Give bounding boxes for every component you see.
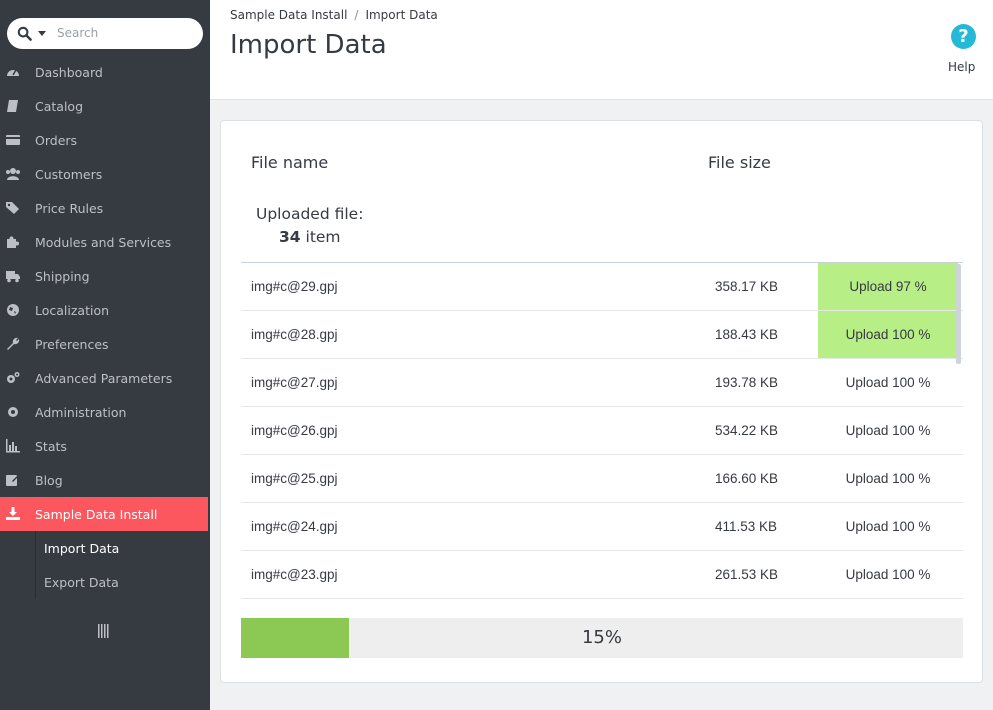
column-header-file-size: File size bbox=[708, 153, 771, 172]
upload-status: Upload 100 % bbox=[845, 375, 931, 390]
file-size: 411.53 KB bbox=[715, 519, 778, 534]
file-name: img#c@25.gpj bbox=[251, 471, 338, 486]
breadcrumb-item[interactable]: Sample Data Install bbox=[230, 8, 348, 22]
table-row: img#c@27.gpj 193.78 KB Upload 100 % bbox=[241, 359, 963, 407]
file-size: 261.53 KB bbox=[715, 567, 779, 582]
tags-icon bbox=[6, 202, 19, 214]
sidebar-item-stats[interactable]: Stats bbox=[0, 429, 210, 463]
sidebar-item-localization[interactable]: Localization bbox=[0, 293, 210, 327]
page-title: Import Data bbox=[230, 30, 387, 60]
sidebar-item-shipping[interactable]: Shipping bbox=[0, 259, 210, 293]
wrench-icon bbox=[7, 337, 20, 350]
uploaded-count: 34 item bbox=[279, 228, 341, 246]
upload-status: Upload 100 % bbox=[845, 567, 931, 582]
file-name: img#c@27.gpj bbox=[251, 375, 338, 390]
sidebar-item-advanced-parameters[interactable]: Advanced Parameters bbox=[0, 361, 210, 395]
sidebar-item-sample-data-install[interactable]: Sample Data Install bbox=[0, 497, 208, 531]
upload-status: Upload 100 % bbox=[818, 311, 958, 358]
upload-status: Upload 100 % bbox=[845, 519, 931, 534]
progress-fill bbox=[241, 618, 350, 658]
upload-progress-bar: 15% bbox=[241, 618, 963, 658]
globe-icon bbox=[7, 304, 19, 316]
gear-icon bbox=[8, 407, 18, 417]
import-panel: File name File size Uploaded file: 34 it… bbox=[220, 120, 983, 683]
download-icon bbox=[6, 507, 20, 520]
search-input[interactable]: Search bbox=[57, 26, 99, 40]
upload-status: Upload 100 % bbox=[845, 423, 931, 438]
breadcrumb-item: Import Data bbox=[365, 8, 438, 22]
file-name: img#c@28.gpj bbox=[251, 327, 338, 342]
file-size: 358.17 KB bbox=[715, 279, 779, 294]
sidebar-item-orders[interactable]: Orders bbox=[0, 123, 210, 157]
chevron-down-icon[interactable] bbox=[38, 31, 46, 36]
table-row: img#c@23.gpj 261.53 KB Upload 100 % bbox=[241, 551, 963, 599]
breadcrumb: Sample Data Install / Import Data bbox=[230, 8, 438, 22]
sidebar-item-preferences[interactable]: Preferences bbox=[0, 327, 210, 361]
upload-status: Upload 97 % bbox=[818, 263, 958, 310]
column-header-file-name: File name bbox=[251, 153, 329, 172]
sidebar-item-price-rules[interactable]: Price Rules bbox=[0, 191, 210, 225]
sidebar-item-administration[interactable]: Administration bbox=[0, 395, 210, 429]
sidebar-item-dashboard[interactable]: Dashboard bbox=[0, 55, 210, 89]
sidebar: Search Dashboard Catalog Orders Customer… bbox=[0, 0, 210, 710]
search-icon[interactable] bbox=[17, 26, 32, 41]
submenu-divider bbox=[35, 531, 36, 565]
sidebar-item-customers[interactable]: Customers bbox=[0, 157, 210, 191]
file-name: img#c@24.gpj bbox=[251, 519, 338, 534]
help-button[interactable]: ? bbox=[950, 24, 978, 52]
table-row: img#c@25.gpj 166.60 KB Upload 100 % bbox=[241, 455, 963, 503]
file-list: img#c@29.gpj 358.17 KB Upload 97 % img#c… bbox=[241, 262, 963, 599]
truck-icon bbox=[6, 271, 20, 283]
file-list-scrollbar[interactable] bbox=[956, 264, 961, 364]
bar-chart-icon bbox=[6, 439, 20, 453]
dashboard-icon bbox=[7, 69, 19, 76]
table-row: img#c@24.gpj 411.53 KB Upload 100 % bbox=[241, 503, 963, 551]
sidebar-item-blog[interactable]: Blog bbox=[0, 463, 210, 497]
uploaded-count-value: 34 bbox=[279, 228, 301, 246]
table-row: img#c@28.gpj 188.43 KB Upload 100 % bbox=[241, 311, 963, 359]
book-icon bbox=[7, 100, 18, 112]
file-size: 534.22 KB bbox=[715, 423, 779, 438]
submenu-divider bbox=[35, 565, 36, 599]
credit-card-icon bbox=[6, 135, 20, 145]
table-row: img#c@29.gpj 358.17 KB Upload 97 % bbox=[241, 263, 963, 311]
file-name: img#c@29.gpj bbox=[251, 279, 338, 294]
table-row: img#c@26.gpj 534.22 KB Upload 100 % bbox=[241, 407, 963, 455]
cogs-icon bbox=[7, 372, 20, 383]
help-label[interactable]: Help bbox=[948, 60, 976, 74]
sidebar-subitem-import-data[interactable]: Import Data bbox=[0, 531, 210, 565]
main-menu: Dashboard Catalog Orders Customers Price… bbox=[0, 55, 210, 599]
file-name: img#c@23.gpj bbox=[251, 567, 338, 582]
edit-icon bbox=[6, 475, 19, 486]
users-icon bbox=[6, 168, 20, 180]
collapse-sidebar-icon[interactable] bbox=[98, 624, 110, 638]
puzzle-icon bbox=[7, 236, 19, 248]
breadcrumb-separator: / bbox=[354, 8, 359, 22]
page-header: Sample Data Install / Import Data Import D… bbox=[210, 0, 993, 100]
file-size: 193.78 KB bbox=[715, 375, 779, 390]
file-size: 166.60 KB bbox=[715, 471, 779, 486]
uploaded-file-label: Uploaded file: bbox=[256, 205, 364, 223]
file-size: 188.43 KB bbox=[715, 327, 779, 342]
help-icon[interactable]: ? bbox=[951, 24, 976, 49]
file-name: img#c@26.gpj bbox=[251, 423, 338, 438]
upload-status: Upload 100 % bbox=[845, 471, 931, 486]
sidebar-subitem-export-data[interactable]: Export Data bbox=[0, 565, 210, 599]
sidebar-item-modules[interactable]: Modules and Services bbox=[0, 225, 210, 259]
search-box[interactable]: Search bbox=[7, 18, 203, 49]
uploaded-count-unit: item bbox=[305, 228, 341, 246]
sidebar-item-catalog[interactable]: Catalog bbox=[0, 89, 210, 123]
progress-label: 15% bbox=[581, 627, 622, 648]
